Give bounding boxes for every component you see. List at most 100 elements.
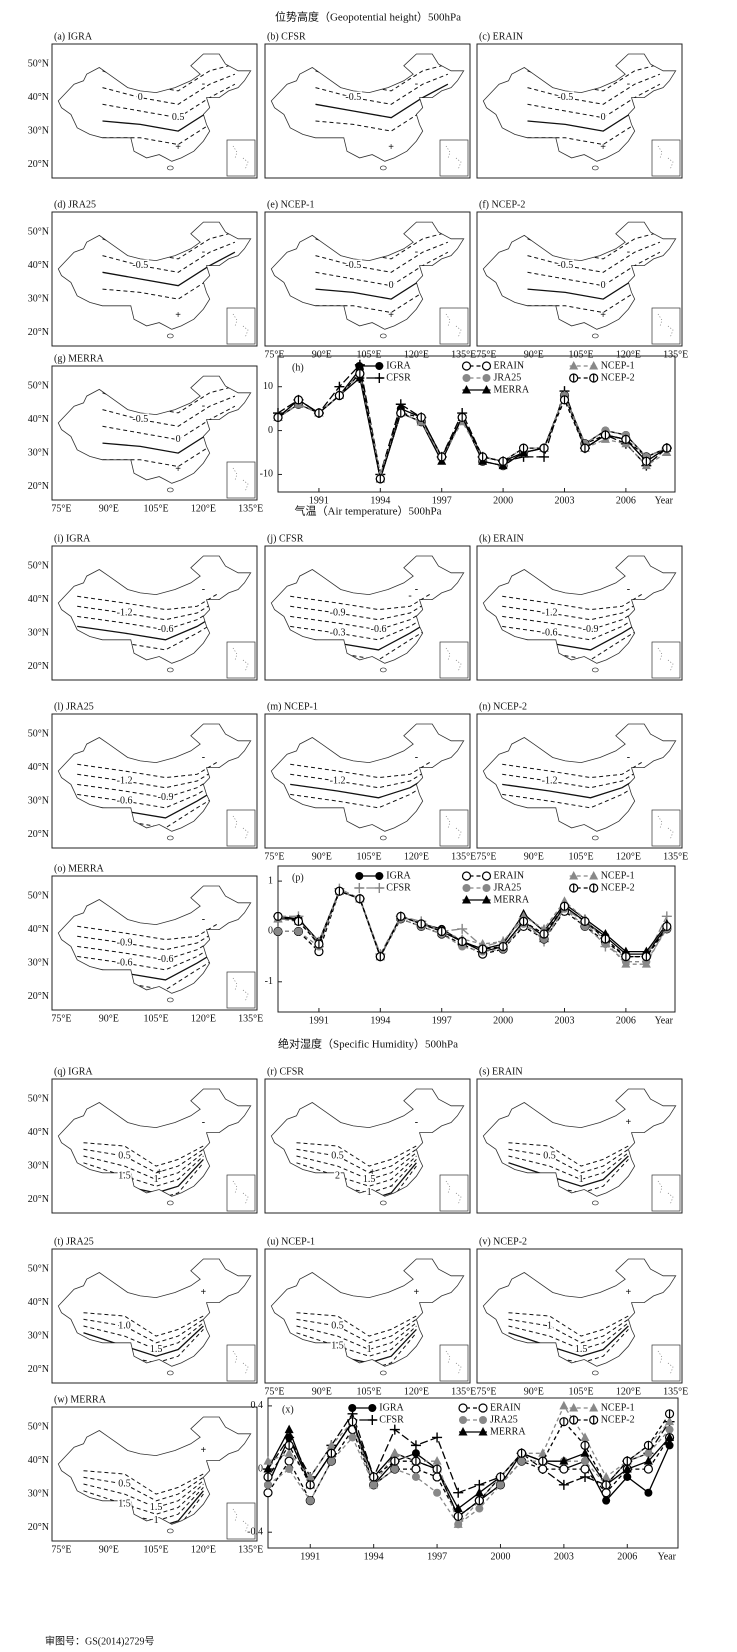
map-frame <box>476 1078 683 1214</box>
legend-label: MERRA <box>494 894 530 905</box>
x-axis-label: Year <box>655 1015 674 1026</box>
contour-line <box>77 955 220 991</box>
contour-line <box>83 1476 204 1502</box>
china-outline <box>482 723 677 832</box>
legend-label: CFSR <box>386 372 411 383</box>
inset-islands <box>445 145 462 171</box>
point <box>569 871 579 880</box>
contour-line <box>77 605 220 631</box>
point <box>641 456 651 466</box>
point <box>347 1417 358 1427</box>
point <box>375 952 385 962</box>
contour-label: 1 <box>367 1344 372 1355</box>
x-tick-label: 2000 <box>493 1015 513 1026</box>
point <box>274 927 282 936</box>
point <box>538 1464 548 1474</box>
map-panel: (n) NCEP-2 -1.2 - 75°E 90°E 105°E 120°E 135°E <box>476 701 688 862</box>
map-frame <box>476 545 683 681</box>
hainan <box>166 1370 174 1376</box>
map-frame <box>51 211 258 347</box>
point <box>453 1511 463 1522</box>
contour-line <box>296 1322 417 1351</box>
legend-label: IGRA <box>386 870 411 881</box>
point <box>453 1487 464 1498</box>
contour-label: 0.5 <box>331 1150 344 1161</box>
lat-tick-label: 20°N <box>28 327 49 338</box>
contour-line <box>502 619 645 651</box>
contour-line <box>83 1312 204 1337</box>
point <box>294 927 303 936</box>
x-tick-label: 2006 <box>616 495 636 506</box>
contour-label: -0.6 <box>542 627 558 638</box>
contour-line <box>315 93 449 132</box>
lon-tick-label: 135°E <box>663 1386 688 1397</box>
map-frame <box>264 1078 471 1214</box>
hainan <box>166 165 174 171</box>
contours <box>102 231 236 300</box>
section-title: 绝对湿度（Specific Humidity）500hPa <box>278 1037 458 1051</box>
sign-marker: - <box>202 78 205 89</box>
point <box>569 373 579 383</box>
lat-tick-label: 30°N <box>28 1488 49 1499</box>
contour-line <box>290 605 433 631</box>
contour-line <box>102 251 236 287</box>
contour-label: 2 <box>335 1170 340 1181</box>
sign-marker: - <box>627 584 630 595</box>
contours <box>290 760 433 809</box>
point <box>559 1400 569 1410</box>
china-outline <box>57 555 252 664</box>
point <box>284 1424 294 1434</box>
hainan <box>379 333 387 339</box>
china-outline <box>482 1258 677 1367</box>
contours <box>102 385 236 468</box>
series-line <box>267 1404 670 1526</box>
panel-label: (j) CFSR <box>267 533 304 544</box>
point <box>559 1417 569 1427</box>
hainan <box>379 1370 387 1376</box>
x-tick-label: 1994 <box>364 1551 384 1562</box>
contours <box>508 1142 629 1194</box>
point <box>498 456 508 466</box>
section-title: 位势高度（Geopotential height）500hPa <box>275 10 461 24</box>
china-outline <box>270 221 465 330</box>
lat-tick-label: 40°N <box>28 924 49 935</box>
map-frame <box>264 211 471 347</box>
map-panel: (b) CFSR -0.5 - + <box>264 31 471 179</box>
point <box>374 373 385 383</box>
contour-line <box>102 415 236 454</box>
point <box>495 1472 506 1482</box>
lon-tick-label: 90°E <box>524 349 544 360</box>
contour-line <box>83 1318 204 1344</box>
contour-label: -0.5 <box>132 414 148 425</box>
point <box>369 1479 379 1489</box>
contours <box>83 1312 204 1364</box>
china-outline <box>270 1258 465 1367</box>
contour-label: -0.9 <box>158 792 174 803</box>
contour-line <box>502 773 645 799</box>
point <box>589 871 599 880</box>
point <box>622 1464 632 1473</box>
point <box>263 1488 273 1498</box>
legend-label: JRA25 <box>494 372 522 383</box>
contour-label: 1 <box>579 1174 584 1185</box>
point <box>665 1416 675 1426</box>
chart: (h) -10 0 10 1991 1994 1997 2000 2003 2006 Year IGR… <box>260 355 676 506</box>
point <box>461 871 472 881</box>
point <box>348 1433 357 1442</box>
point <box>600 934 611 944</box>
lon-tick-label: 120°E <box>404 349 429 360</box>
point <box>479 1416 487 1424</box>
contour-label: 0 <box>389 280 394 291</box>
map-frame <box>264 1248 471 1384</box>
contour-line <box>77 773 220 799</box>
inset-frame <box>439 139 469 177</box>
panel-label: (l) JRA25 <box>54 701 94 712</box>
point <box>263 1464 273 1473</box>
china-outline <box>57 885 252 994</box>
lon-tick-label: 90°E <box>99 1544 119 1555</box>
lon-tick-label: 105°E <box>144 1544 169 1555</box>
contour-label: 0.5 <box>118 1478 131 1489</box>
lon-tick-label: 75°E <box>51 503 71 514</box>
inset-frame <box>651 641 681 679</box>
contours <box>315 231 449 314</box>
